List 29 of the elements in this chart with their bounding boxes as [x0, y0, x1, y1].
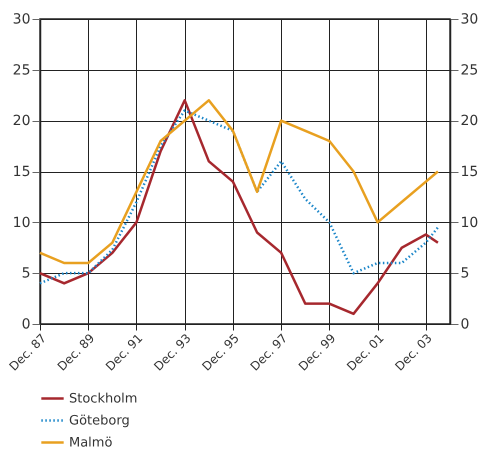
- y2-tick-label: 25: [460, 62, 478, 78]
- x-tick-label: Dec. 03: [392, 331, 435, 374]
- x-tick-label: Dec. 91: [102, 331, 146, 374]
- y-tick-label: 20: [12, 113, 30, 130]
- legend-label: Stockholm: [69, 392, 138, 406]
- legend-label: Malmö: [69, 436, 112, 450]
- y-tick-label: 30: [12, 12, 30, 28]
- line-series: [38, 99, 440, 316]
- y2-tick-label: 15: [460, 164, 478, 180]
- y-tick-label: 0: [22, 316, 30, 332]
- x-tick-label: Dec. 89: [54, 331, 98, 374]
- y-tick-label: 10: [12, 214, 30, 231]
- x-tick-label: Dec. 87: [6, 331, 49, 374]
- x-tick-label: Dec. 95: [199, 331, 242, 374]
- y2-tick-label: 30: [460, 12, 478, 28]
- y2-tick-label: 10: [460, 214, 478, 231]
- y2-tick-label: 5: [460, 266, 470, 282]
- legend-label: Göteborg: [69, 414, 130, 428]
- y2-tick-label: 0: [460, 316, 470, 332]
- x-tick-label: Dec. 01: [344, 331, 387, 374]
- y-tick-label: 5: [22, 266, 30, 282]
- x-tick-label: Dec. 97: [248, 331, 290, 374]
- x-tick-label: Dec. 99: [296, 331, 338, 374]
- x-tick-label: Dec. 93: [151, 331, 194, 374]
- y2-tick-label: 20: [460, 113, 478, 130]
- line-series: [38, 109, 440, 285]
- y-tick-label: 25: [12, 62, 30, 78]
- y-tick-label: 15: [12, 164, 30, 180]
- line-series: [38, 99, 440, 264]
